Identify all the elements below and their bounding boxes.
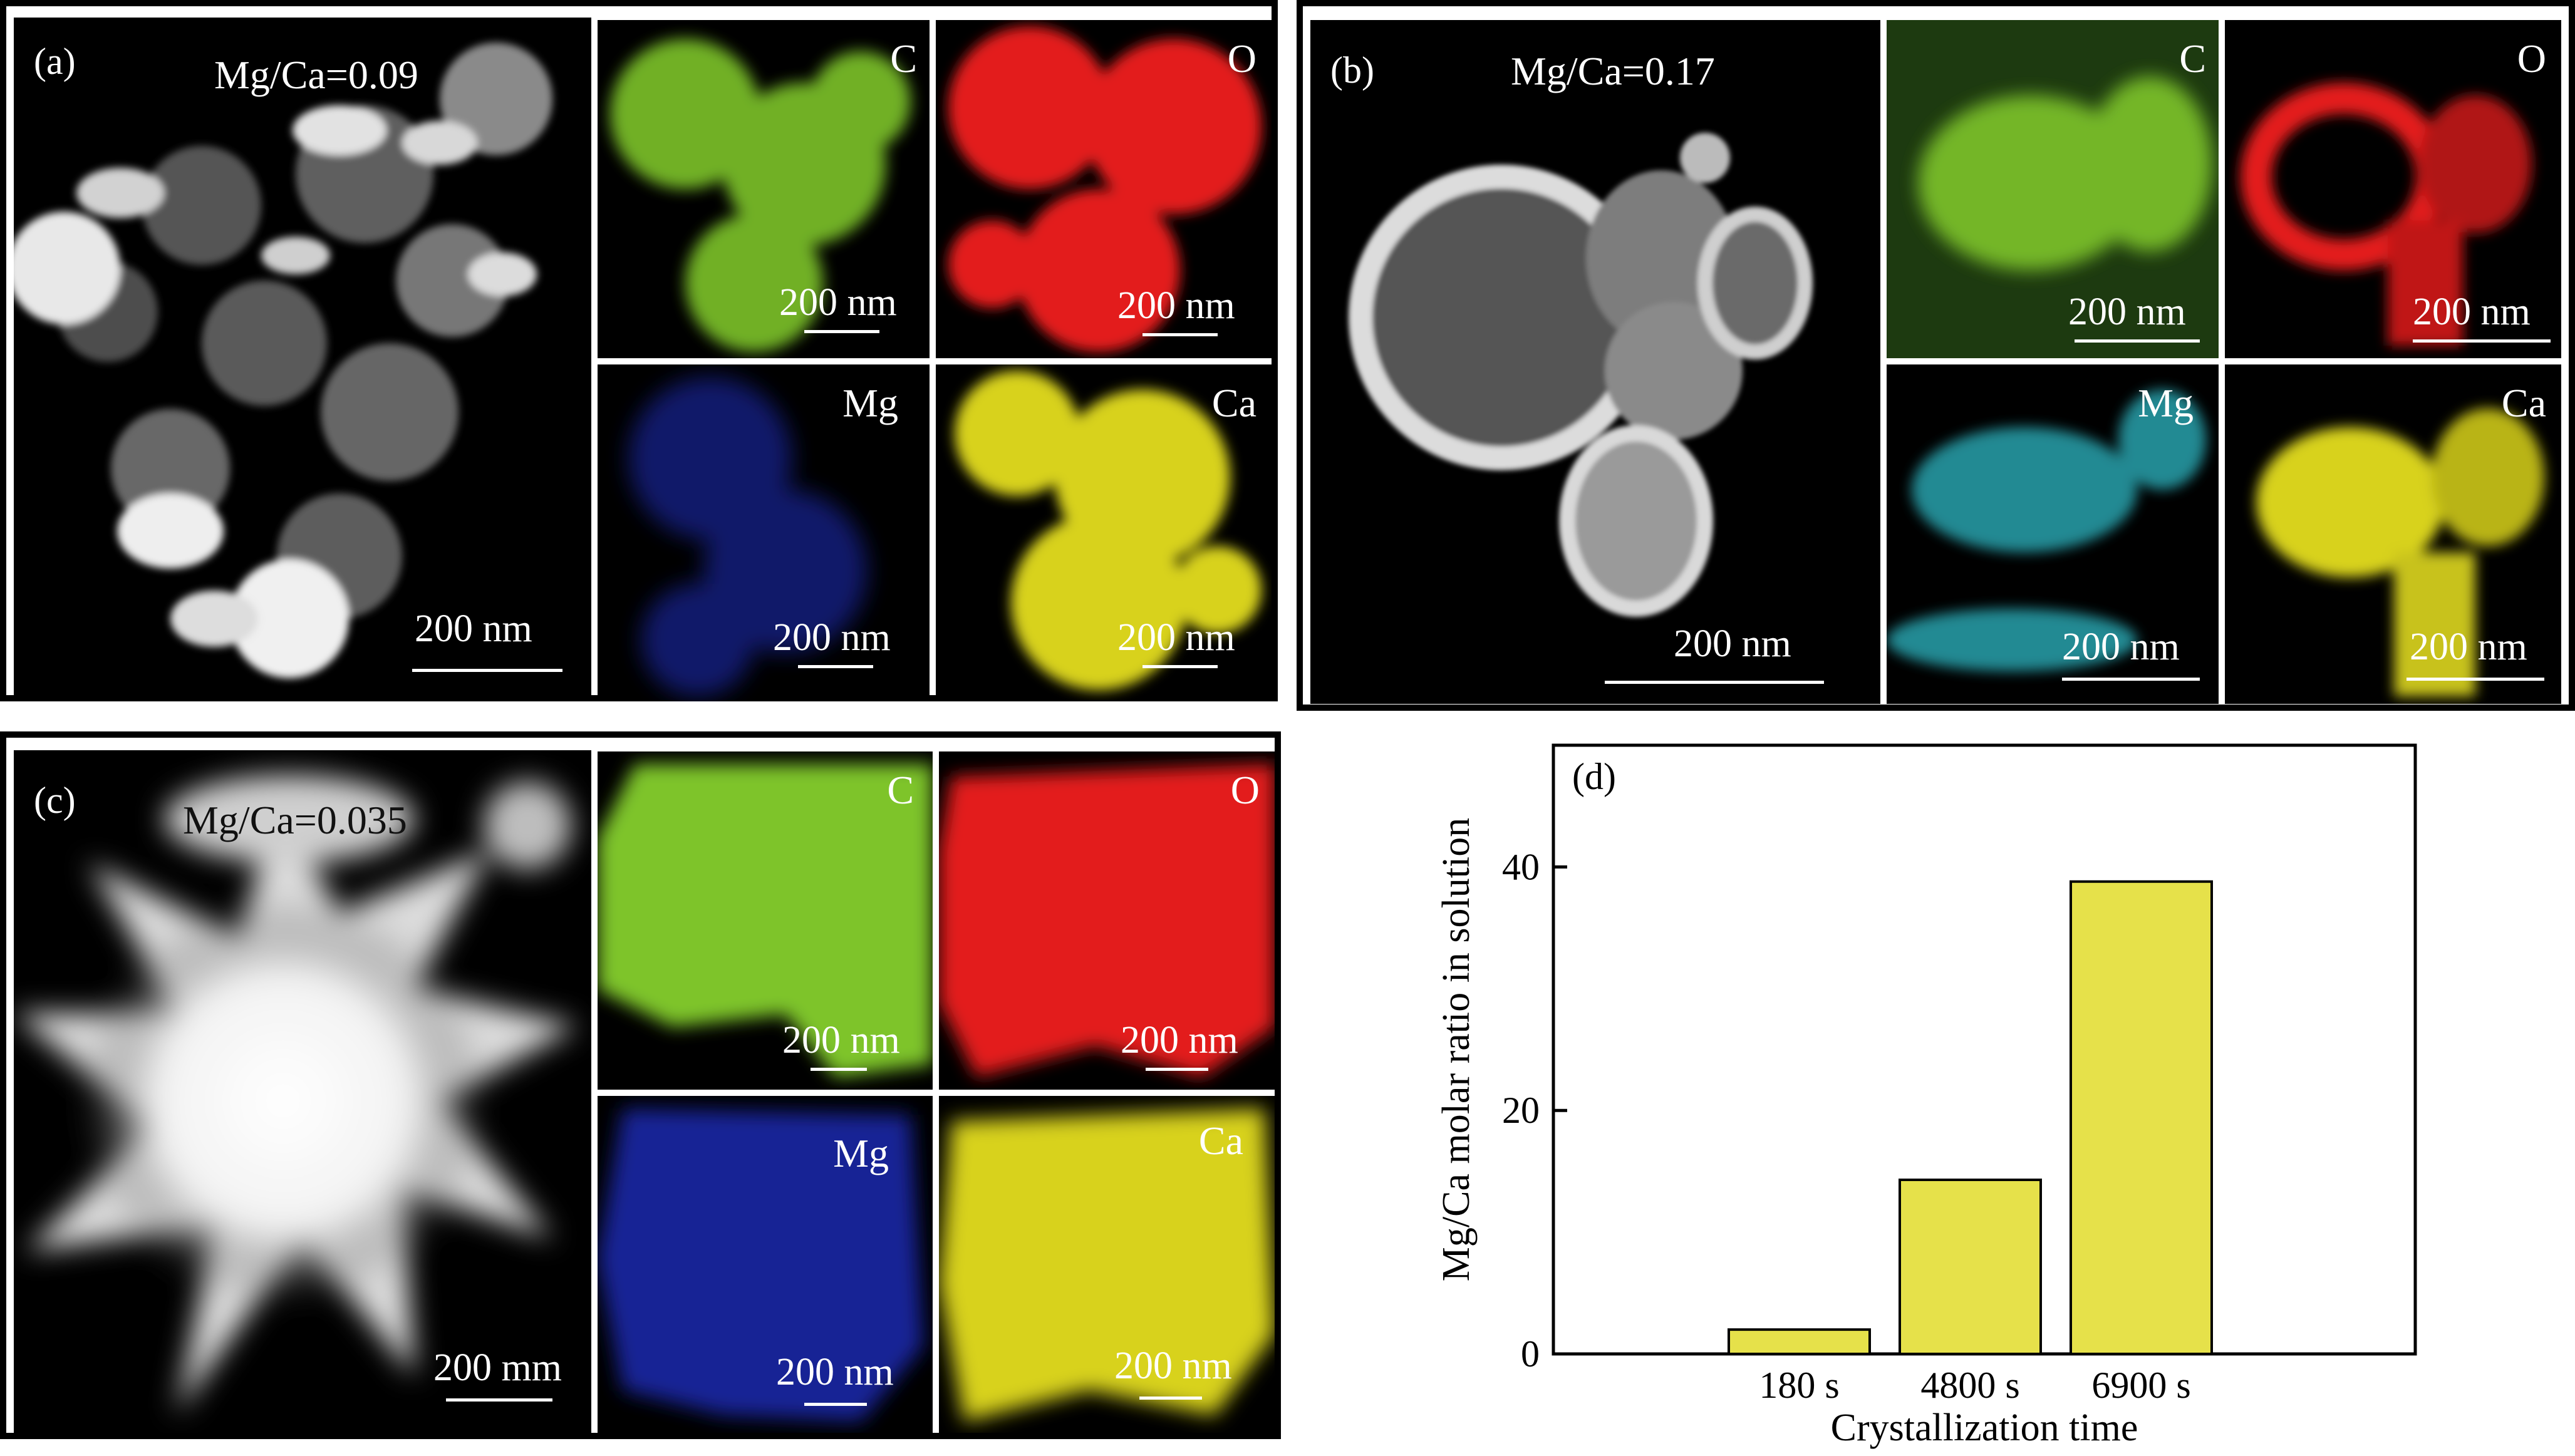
panel-b-main-scale-bar — [1605, 681, 1824, 684]
panel-d-bar-chart: (d) 0 20 40 180 s 4800 s 6900 s Crystallizat… — [1435, 743, 2417, 1449]
panel-a-map-mg-scale-text: 200 nm — [773, 616, 891, 659]
panel-c-map-ca-label: Ca — [1198, 1118, 1243, 1163]
panel-b-map-mg-scale-text: 200 nm — [2062, 626, 2180, 668]
panel-a-map-c: C 200 nm — [598, 20, 930, 358]
panel-a-label: (a) — [34, 41, 76, 82]
panel-a-haadf-image: (a) Mg/Ca=0.09 200 nm — [14, 18, 591, 701]
panel-b: (b) Mg/Ca=0.17 200 nm C 200 nm O 200 nm — [1297, 0, 2575, 711]
panel-b-map-mg: Mg 200 nm — [1887, 364, 2219, 704]
panel-b-map-c-label: C — [2179, 36, 2206, 81]
panel-c-map-c-scale-text: 200 nm — [782, 1019, 900, 1061]
panel-b-map-ca-scale-text: 200 nm — [2410, 626, 2527, 668]
panel-d-label: (d) — [1572, 756, 1616, 797]
x-tick-label-2: 6900 s — [2091, 1365, 2190, 1406]
panel-b-particles — [1349, 133, 1813, 617]
panel-b-map-o-scale-text: 200 nm — [2413, 291, 2531, 333]
y-axis-label: Mg/Ca molar ratio in solution — [1435, 818, 1478, 1282]
panel-a-ratio-label: Mg/Ca=0.09 — [214, 53, 418, 97]
x-axis-label: Crystallization time — [1831, 1407, 2138, 1449]
bar-2 — [2070, 880, 2213, 1355]
panel-a-map-mg: Mg 200 nm — [598, 364, 930, 701]
panel-c-map-ca: Ca 200 nm — [939, 1096, 1275, 1433]
panel-c-main-scale-bar — [446, 1398, 552, 1402]
panel-a-map-ca-label: Ca — [1211, 381, 1256, 425]
panel-c-map-mg-scale-bar — [804, 1403, 867, 1406]
y-tick-label-0: 0 — [1521, 1333, 1540, 1375]
panel-b-map-ca-scale-bar — [2407, 678, 2544, 681]
bar-1 — [1899, 1179, 2042, 1355]
panel-b-map-o-label: O — [2517, 36, 2546, 81]
bars — [1728, 880, 2213, 1355]
panel-b-ratio-label: Mg/Ca=0.17 — [1511, 49, 1715, 93]
panel-b-map-mg-scale-bar — [2062, 678, 2200, 681]
panel-c: (c) Mg/Ca=0.035 200 mm C 200 nm O 200 nm… — [0, 731, 1281, 1439]
panel-a-particles — [14, 43, 552, 678]
panel-c-map-mg: Mg 200 nm — [598, 1096, 933, 1433]
panel-b-map-c-scale-text: 200 nm — [2068, 291, 2186, 333]
panel-b-main-scale-text: 200 nm — [1674, 622, 1791, 665]
panel-c-main-scale-text: 200 mm — [433, 1346, 562, 1389]
panel-c-label: (c) — [34, 780, 76, 821]
panel-b-map-o-scale-bar — [2413, 339, 2551, 343]
panel-c-map-ca-scale-text: 200 nm — [1114, 1345, 1232, 1387]
panel-b-map-ca: Ca 200 nm — [2225, 364, 2561, 704]
panel-c-map-o-label: O — [1230, 768, 1260, 812]
panel-c-map-ca-scale-bar — [1139, 1397, 1202, 1400]
panel-a-map-mg-label: Mg — [842, 381, 898, 425]
panel-a-map-o-scale-text: 200 nm — [1117, 284, 1235, 327]
y-tick-label-1: 20 — [1502, 1090, 1540, 1131]
panel-b-label: (b) — [1330, 49, 1374, 91]
panel-b-map-c: C 200 nm — [1887, 20, 2219, 358]
panel-a: (a) Mg/Ca=0.09 200 nm C 200 nm O 200 nm … — [0, 0, 1278, 701]
panel-c-map-o-scale-text: 200 nm — [1121, 1019, 1238, 1061]
panel-b-haadf-image: (b) Mg/Ca=0.17 200 nm — [1310, 20, 1880, 704]
panel-b-map-mg-label: Mg — [2138, 381, 2194, 425]
panel-a-map-o-label: O — [1227, 36, 1256, 81]
y-axis: 0 20 40 — [1502, 846, 1567, 1375]
panel-a-main-scale-bar — [412, 669, 562, 672]
panel-c-map-c-scale-bar — [811, 1068, 867, 1071]
panel-a-main-scale-text: 200 nm — [415, 607, 532, 650]
panel-a-map-c-label: C — [890, 36, 917, 81]
panel-c-map-c-label: C — [887, 768, 914, 812]
panel-c-map-c: C 200 nm — [598, 751, 933, 1090]
x-tick-label-0: 180 s — [1759, 1365, 1839, 1406]
panel-a-map-mg-scale-bar — [798, 665, 873, 668]
panel-a-map-o: O 200 nm — [936, 20, 1272, 358]
panel-b-map-c-scale-bar — [2075, 339, 2200, 343]
panel-c-map-mg-label: Mg — [833, 1131, 889, 1175]
panel-c-map-o-scale-bar — [1146, 1068, 1208, 1071]
bar-0 — [1728, 1328, 1871, 1355]
panel-a-map-ca: Ca 200 nm — [936, 364, 1272, 701]
panel-c-map-mg-scale-text: 200 nm — [776, 1351, 894, 1393]
panel-c-particle — [14, 775, 578, 1414]
panel-c-map-o: O 200 nm — [939, 751, 1275, 1090]
panel-a-map-o-scale-bar — [1142, 333, 1218, 336]
panel-a-map-ca-scale-text: 200 nm — [1117, 616, 1235, 659]
panel-c-haadf-image: (c) Mg/Ca=0.035 200 mm — [14, 750, 591, 1433]
panel-c-ratio-label: Mg/Ca=0.035 — [183, 798, 407, 842]
panel-a-map-ca-scale-bar — [1142, 665, 1218, 668]
panel-b-map-ca-label: Ca — [2501, 381, 2546, 425]
y-tick-label-2: 40 — [1502, 846, 1540, 887]
panel-b-map-o: O 200 nm — [2225, 20, 2561, 358]
x-axis: 180 s 4800 s 6900 s — [1759, 1365, 2190, 1406]
panel-a-map-c-scale-text: 200 nm — [779, 281, 897, 324]
x-tick-label-1: 4800 s — [1920, 1365, 2019, 1406]
panel-a-map-c-scale-bar — [804, 330, 879, 333]
